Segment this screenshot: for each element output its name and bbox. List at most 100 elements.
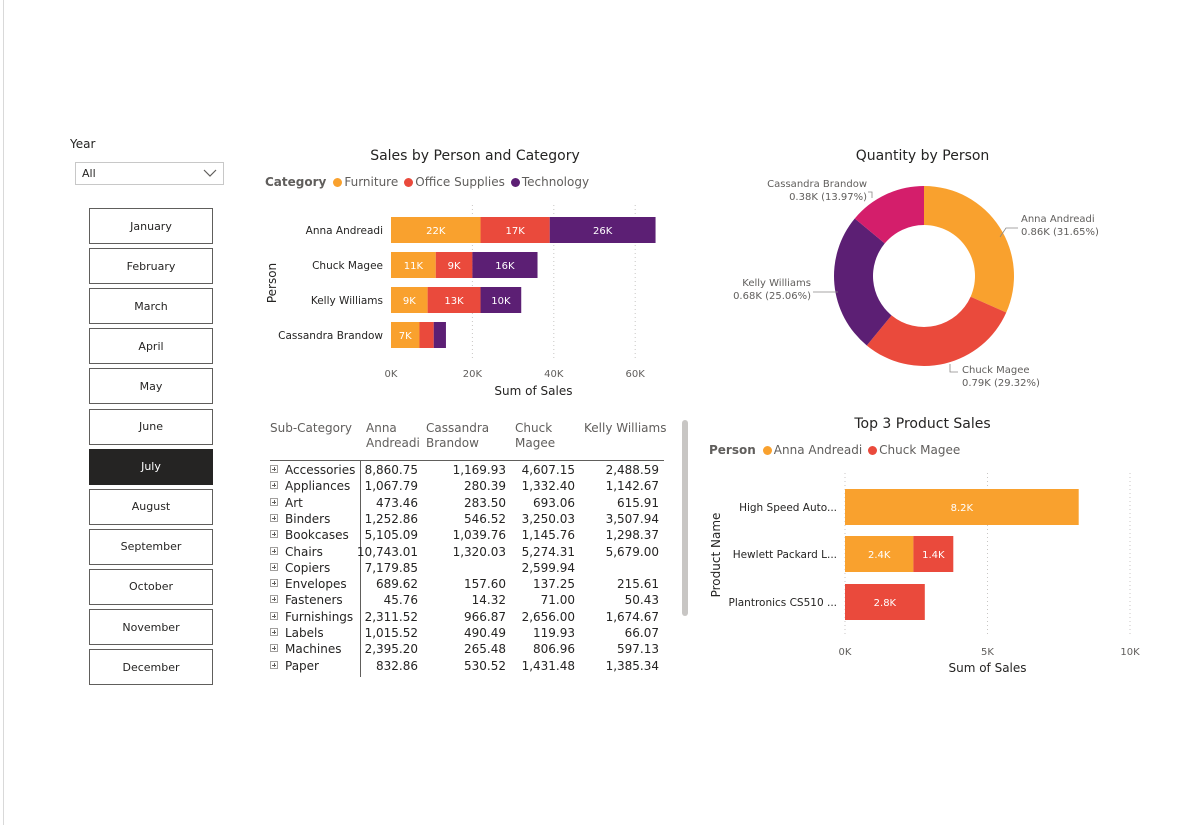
cell-cassandra: 265.48 [464,642,506,657]
bar-furniture-kelly-williams [391,287,428,313]
expand-plus-icon[interactable] [270,465,278,473]
x-tick-label: 40K [544,369,564,380]
expand-plus-icon[interactable] [270,481,278,490]
month-button-january[interactable]: January [89,208,213,244]
row-header: Bookcases [270,528,349,542]
row-header: Binders [270,512,330,526]
bar-furniture-cassandra-brandow [391,322,420,348]
header-kelly-williams[interactable]: Kelly Williams [584,421,667,435]
legend-label: Anna Andreadi [773,443,863,457]
expand-plus-icon[interactable] [270,611,278,620]
table-row: Labels 1,015.52 490.49 119.93 66.07 [270,626,670,642]
table-row: Art 473.46 283.50 693.06 615.91 [270,496,670,512]
quantity-by-person-donut: Anna Andreadi 0.86K (31.65%) Chuck Magee 0.… [733,179,1099,389]
bar-data-label: 16K [495,261,515,272]
header-cassandra-brandow[interactable]: Cassandra Brandow [426,421,489,451]
row-label: Labels [285,626,324,640]
bar-technology-cassandra-brandow [433,322,446,348]
month-button-may[interactable]: May [89,368,213,405]
expand-plus-icon[interactable] [270,497,278,506]
row-header: Labels [270,626,324,640]
legend-dot [762,445,772,455]
cell-cassandra: 490.49 [464,626,506,640]
top3-chart-title: Top 3 Product Sales [854,416,991,432]
y-axis-title: Product Name [709,513,723,598]
table-row: Paper 832.86 530.52 1,431.48 1,385.34 [270,659,670,675]
year-dropdown[interactable]: All [75,162,224,185]
expand-plus-icon[interactable] [270,530,278,539]
expand-plus-icon[interactable] [270,579,278,588]
cell-kelly: 5,679.00 [605,544,659,559]
legend-dot [868,445,878,455]
legend-title: Category [265,175,327,189]
table-row: Appliances 1,067.79 280.39 1,332.40 1,142.67 [270,479,670,495]
cell-chuck: 137.25 [533,577,575,592]
header-chuck-magee[interactable]: Chuck Magee [515,421,555,451]
y-category-label: Cassandra Brandow [278,330,383,342]
x-tick-label: 10K [1120,647,1140,658]
expand-plus-icon[interactable] [270,562,278,571]
bar-data-label: 7K [399,331,412,342]
header-text: Magee [515,436,556,450]
month-button-december[interactable]: December [89,649,213,686]
month-button-february[interactable]: February [89,248,213,285]
donut-slice-cassandra-brandow [854,186,924,244]
cell-chuck: 119.93 [533,626,575,640]
bar-data-label: 2.8K [874,598,897,609]
month-button-march[interactable]: March [89,288,213,325]
cell-chuck: 71.00 [540,593,575,608]
legend-item-technology[interactable]: Technology [510,175,589,189]
cell-chuck: 1,145.76 [521,528,575,543]
top3-product-sales-chart: 0K 5K 10K Sum of Sales Product Name High Spee… [709,473,1140,675]
expand-plus-icon[interactable] [270,628,278,636]
cell-cassandra: 280.39 [464,479,506,494]
month-button-november[interactable]: November [89,609,213,645]
cell-cassandra: 1,169.93 [452,463,506,477]
expand-plus-icon[interactable] [270,660,278,669]
header-anna-andreadi[interactable]: Anna Andreadi [366,421,420,451]
x-tick-label: 20K [463,369,483,380]
legend-item-furniture[interactable]: Furniture [333,175,398,189]
expand-plus-icon[interactable] [270,595,278,604]
bar-data-label: 2.4K [868,550,891,561]
row-label: Fasteners [285,593,343,608]
table-row: Copiers 7,179.85 2,599.94 [270,561,670,577]
cell-cassandra: 1,320.03 [452,544,506,559]
month-button-june[interactable]: June [89,408,213,445]
legend-dot [333,177,343,187]
page-left-border [3,0,4,825]
legend-item-anna-andreadi[interactable]: Anna Andreadi [762,443,863,457]
month-button-october[interactable]: October [89,568,213,605]
header-sub-category[interactable]: Sub-Category [270,421,352,435]
legend-item-chuck-magee[interactable]: Chuck Magee [868,443,960,457]
chevron-down-icon [203,169,217,177]
x-tick-label: 0K [839,647,852,658]
expand-plus-icon[interactable] [270,644,278,653]
cell-chuck: 3,250.03 [521,511,575,526]
expand-plus-icon[interactable] [270,513,278,522]
y-category-label: Hewlett Packard L... [733,549,837,561]
table-scrollbar[interactable] [682,420,688,616]
header-text: Cassandra [426,421,490,435]
cell-anna: 1,067.79 [364,479,418,494]
month-button-august[interactable]: August [89,488,213,525]
cell-cassandra: 966.87 [464,609,506,624]
cell-cassandra: 283.50 [464,495,506,510]
bar-data-label: 10K [491,296,511,307]
row-label: Paper [285,658,319,673]
month-button-april[interactable]: April [89,328,213,365]
row-header: Furnishings [270,610,353,624]
month-button-july[interactable]: July [89,448,213,485]
expand-plus-icon[interactable] [270,546,278,555]
cell-chuck: 2,599.94 [521,560,575,575]
legend-dot [510,177,520,187]
bar-technology-kelly-williams [480,287,522,313]
table-row: Bookcases 5,105.09 1,039.76 1,145.76 1,298.3… [270,528,670,544]
table-row: Envelopes 689.62 157.60 137.25 215.61 [270,577,670,593]
table-row: Binders 1,252.86 546.52 3,250.03 3,507.94 [270,512,670,528]
month-button-september[interactable]: September [89,528,213,565]
legend-item-office-supplies[interactable]: Office Supplies [404,175,505,189]
cell-kelly: 3,507.94 [605,511,659,526]
year-dropdown-value: All [82,167,96,180]
cell-kelly: 215.61 [617,577,659,592]
